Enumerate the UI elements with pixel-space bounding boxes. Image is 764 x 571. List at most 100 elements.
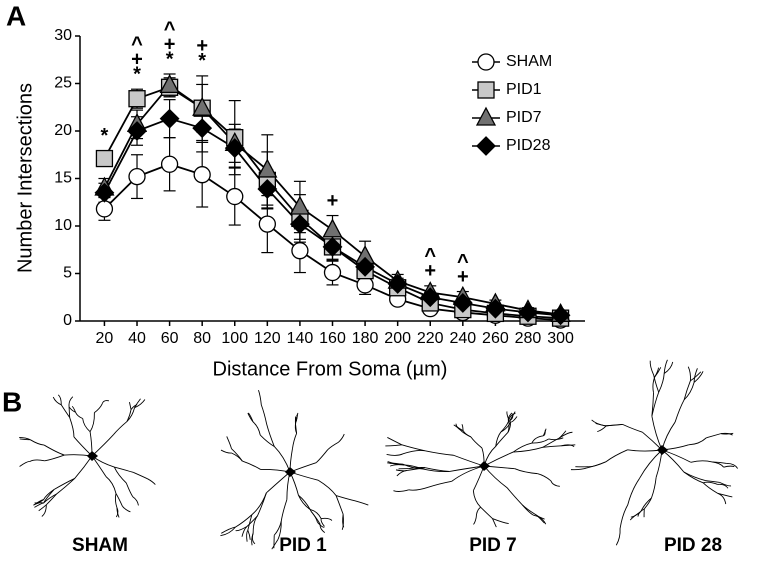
dendrite [703,481,718,485]
significance-mark: * [133,63,141,85]
dendrite [231,452,243,462]
marker [291,242,309,260]
dendrite [29,439,45,446]
dendrite [453,454,485,467]
dendrite [531,438,549,444]
dendrite [637,508,645,517]
x-tick-label: 200 [384,330,411,347]
dendrite [402,463,423,470]
dendrite [310,509,322,519]
dendrite [248,412,254,423]
dendrite [483,451,514,467]
dendrite [113,466,127,484]
dendrite [395,469,408,472]
dendrite [327,442,339,451]
dendrite [34,502,44,508]
dendrite [509,411,516,421]
dendrite [354,500,369,506]
dendrite [89,412,95,432]
marker [550,305,571,326]
dendrite [315,449,329,464]
dendrite [44,454,65,462]
y-tick-label: 15 [54,170,72,187]
dendrite [649,360,655,376]
soma [479,461,490,471]
dendrite [542,445,562,448]
x-tick-label: 20 [96,330,114,347]
marker [160,155,179,173]
neuron-tracing [570,359,739,546]
x-tick-label: 80 [193,330,211,347]
soma [285,467,296,477]
dendrite [317,479,337,496]
dendrite [472,465,485,491]
y-tick-label: 25 [54,75,72,92]
x-axis-title: Distance From Soma (µm) [213,358,448,380]
dendrite [472,490,482,508]
dendrite [690,460,713,463]
significance-mark: ^ [164,18,176,40]
dendrite [319,524,326,533]
dendrite [615,528,621,546]
dendrite [220,449,232,454]
dendrite [298,495,311,510]
dendrite [512,442,533,453]
marker [192,96,213,116]
dendrite [559,431,573,439]
significance-mark: ^ [457,251,469,273]
dendrite [492,518,509,525]
dendrite [320,518,325,527]
dendrite [640,497,652,512]
cell-label: PID 7 [469,535,517,556]
dendrite [221,526,236,534]
dendrite [706,433,721,439]
cell-label: PID 1 [279,535,327,556]
dendrite [507,412,513,422]
dendrite [335,495,344,515]
neuron-tracing [19,394,156,518]
dendrite [712,461,727,464]
panel-label: A [6,0,26,31]
significance-mark: ^ [131,33,143,55]
dendrite [280,499,288,522]
dendrite [247,530,251,540]
dendrite [60,404,71,418]
dendrite [94,403,103,413]
dendrite [661,449,691,463]
dendrite [424,450,454,456]
marker [224,138,245,159]
dendrite [720,432,734,435]
x-tick-label: 100 [221,330,248,347]
dendrite [658,373,665,393]
x-tick-label: 60 [161,330,179,347]
dendrite [480,506,493,519]
dendrite [726,463,739,469]
legend-label: SHAM [506,53,552,70]
dendrite [69,417,75,437]
dendrite [542,437,560,448]
dendrite [396,470,408,477]
marker [485,298,506,319]
dendrite [674,399,685,423]
y-tick-label: 10 [54,217,72,234]
dendrite [132,496,139,506]
marker [95,200,114,218]
dendrite [101,400,110,404]
x-tick-label: 120 [254,330,281,347]
dendrite [43,493,57,504]
marker [289,195,310,215]
legend-marker [477,81,495,99]
x-tick-label: 40 [128,330,146,347]
dendrite [29,459,45,462]
dendrite [449,465,485,472]
dendrite [298,494,312,512]
dendrite [310,511,321,525]
dendrite [500,421,509,433]
marker [322,218,343,238]
dendrite [271,538,279,550]
dendrite [663,359,668,374]
dendrite [68,404,71,418]
dendrite [115,493,123,507]
dendrite [521,504,537,516]
dendrite [387,461,403,465]
